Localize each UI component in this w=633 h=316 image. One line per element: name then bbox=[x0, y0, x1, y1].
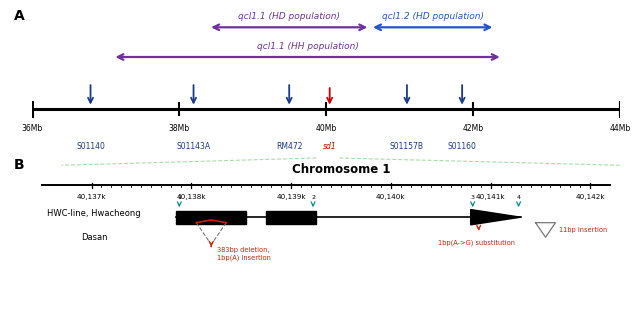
Text: 3: 3 bbox=[471, 195, 475, 200]
Text: qcl1.1 (HH population): qcl1.1 (HH population) bbox=[256, 42, 358, 51]
Text: 1: 1 bbox=[177, 195, 181, 200]
Text: sd1: sd1 bbox=[323, 142, 337, 151]
Text: 2: 2 bbox=[311, 195, 315, 200]
Text: 44Mb: 44Mb bbox=[610, 124, 631, 133]
Text: Chromosome 1: Chromosome 1 bbox=[292, 162, 390, 176]
Bar bbox=[177, 211, 246, 224]
Text: 1bp(A->G) substitution: 1bp(A->G) substitution bbox=[438, 239, 515, 246]
Bar bbox=[266, 211, 316, 224]
Text: S01143A: S01143A bbox=[177, 142, 211, 151]
Text: 36Mb: 36Mb bbox=[21, 124, 42, 133]
Text: S01160: S01160 bbox=[448, 142, 477, 151]
Text: 40,142k: 40,142k bbox=[575, 194, 605, 200]
Text: 11bp insertion: 11bp insertion bbox=[560, 227, 608, 233]
Text: 40,139k: 40,139k bbox=[276, 194, 306, 200]
Text: 40,141k: 40,141k bbox=[476, 194, 505, 200]
Text: 40Mb: 40Mb bbox=[315, 124, 337, 133]
Text: HWC-line, Hwacheong: HWC-line, Hwacheong bbox=[47, 209, 141, 218]
Text: S01140: S01140 bbox=[76, 142, 105, 151]
Text: 4: 4 bbox=[517, 195, 520, 200]
Text: A: A bbox=[14, 9, 25, 23]
Text: Dasan: Dasan bbox=[82, 233, 108, 242]
Text: 40,140k: 40,140k bbox=[376, 194, 406, 200]
Text: 42Mb: 42Mb bbox=[463, 124, 484, 133]
Text: 40,137k: 40,137k bbox=[77, 194, 106, 200]
Text: 383bp deletion,
1bp(A) insertion: 383bp deletion, 1bp(A) insertion bbox=[217, 247, 271, 261]
Text: 38Mb: 38Mb bbox=[168, 124, 189, 133]
Text: RM472: RM472 bbox=[276, 142, 303, 151]
Text: S01157B: S01157B bbox=[390, 142, 424, 151]
Text: qcl1.2 (HD population): qcl1.2 (HD population) bbox=[382, 12, 484, 21]
Text: 40,138k: 40,138k bbox=[177, 194, 206, 200]
Text: B: B bbox=[14, 158, 25, 172]
Text: qcl1.1 (HD population): qcl1.1 (HD population) bbox=[238, 12, 340, 21]
FancyArrow shape bbox=[471, 210, 520, 225]
